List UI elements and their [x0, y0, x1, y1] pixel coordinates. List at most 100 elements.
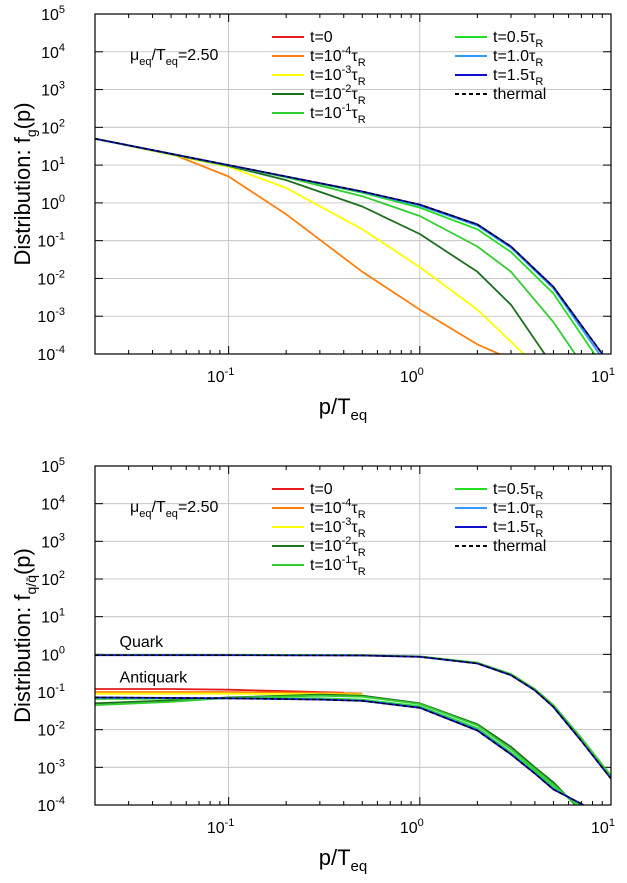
legend-tau: τ [351, 500, 358, 517]
y-tick-exp: -4 [55, 795, 65, 807]
y-tick-base: 10 [41, 534, 59, 551]
y-tick-base: 10 [37, 723, 55, 740]
mu-value: =2.50 [178, 47, 219, 64]
y-tick-exp: -2 [55, 720, 65, 732]
y-tick-exp: 2 [59, 569, 65, 581]
y-axis-label-main: Distribution: f [10, 136, 35, 265]
x-tick-base: 10 [400, 820, 418, 837]
legend-exp: -4 [342, 45, 352, 57]
legend-label-t1.5: t=1.5τR [493, 519, 543, 540]
legend-text: t=10 [310, 557, 342, 574]
legend-label-t1e-1: t=10-1τR [310, 102, 366, 126]
y-tick-exp: -4 [55, 344, 65, 356]
y-tick-label: 10-3 [37, 757, 65, 777]
legend-label-t1.5: t=1.5τR [493, 67, 543, 88]
y-tick-label: 103 [41, 80, 65, 100]
x-tick-label: 101 [591, 817, 615, 837]
legend-text: t=1.5 [493, 519, 529, 536]
axis-ticks [94, 465, 611, 806]
legend-text: t=10 [310, 105, 342, 122]
legend-tau-sub: R [358, 528, 366, 540]
legend-exp: -4 [342, 497, 352, 509]
legend-tau-sub: R [358, 114, 366, 126]
x-tick-exp: 0 [418, 817, 424, 829]
legend-tau: τ [529, 500, 536, 517]
y-tick-base: 10 [41, 120, 59, 137]
legend-tau-sub: R [358, 547, 366, 559]
y-tick-label: 104 [41, 42, 65, 62]
x-axis-label: p/Teq [319, 845, 367, 875]
legend-text: t=0.5 [493, 481, 529, 498]
y-tick-exp: 4 [59, 494, 65, 506]
x-tick-label: 10-1 [207, 366, 235, 386]
legend-label-t1e-3: t=10-3τR [310, 516, 366, 540]
legend-exp: -2 [342, 535, 352, 547]
legend-tau-sub: R [535, 509, 543, 521]
y-tick-label: 10-1 [37, 682, 65, 702]
legend-label-t0.5: t=0.5τR [493, 481, 543, 502]
legend-label-t1e-3: t=10-3τR [310, 64, 366, 88]
y-tick-base: 10 [37, 798, 55, 815]
legend-text: t=0.5 [493, 29, 529, 46]
y-tick-exp: 5 [59, 456, 65, 468]
legend-text: thermal [493, 86, 546, 103]
legend-text: t=0 [310, 481, 333, 498]
y-tick-label: 10-2 [37, 720, 65, 740]
x-tick-exp: -1 [225, 366, 235, 378]
legend-text: thermal [493, 538, 546, 555]
legend: t=0t=10-4τRt=10-3τRt=10-2τRt=10-1τRt=0.5… [272, 29, 546, 126]
y-tick-label: 101 [41, 155, 65, 175]
legend-text: t=10 [310, 519, 342, 536]
y-tick-label: 102 [41, 117, 65, 137]
series-line-t0.5 [94, 137, 596, 355]
legend-tau: τ [529, 67, 536, 84]
x-tick-base: 10 [591, 369, 609, 386]
y-tick-label: 100 [41, 193, 65, 213]
legend-label-t1e-4: t=10-4τR [310, 45, 366, 69]
mu-sub: eq [139, 56, 151, 68]
legend-tau: τ [529, 519, 536, 536]
x-tick-exp: 0 [418, 366, 424, 378]
y-tick-base: 10 [37, 347, 55, 364]
legend-tau-sub: R [358, 95, 366, 107]
y-tick-exp: -2 [55, 268, 65, 280]
y-tick-exp: 0 [59, 193, 65, 205]
x-axis-label-main: p/T [319, 394, 351, 419]
legend-exp: -1 [342, 554, 352, 566]
legend-exp: -2 [342, 83, 352, 95]
mu-value: =2.50 [178, 499, 219, 516]
series-group [94, 137, 604, 355]
legend-tau: τ [529, 481, 536, 498]
legend-tau: τ [529, 29, 536, 46]
series-line-thermal [94, 137, 603, 355]
plot-frame [94, 465, 612, 806]
legend-tau: τ [351, 86, 358, 103]
y-tick-label: 10-4 [37, 795, 65, 815]
curve-label: Quark [120, 634, 165, 651]
x-tick-label: 100 [400, 366, 424, 386]
y-tick-label: 105 [41, 4, 65, 24]
y-tick-exp: -1 [55, 682, 65, 694]
y-tick-exp: 2 [59, 117, 65, 129]
y-tick-base: 10 [41, 459, 59, 476]
y-tick-label: 105 [41, 456, 65, 476]
x-tick-label: 100 [400, 817, 424, 837]
legend-text: t=1.0 [493, 48, 529, 65]
y-tick-base: 10 [37, 309, 55, 326]
y-tick-label: 104 [41, 494, 65, 514]
legend-label-t1e-2: t=10-2τR [310, 535, 366, 559]
legend-label-t1.0: t=1.0τR [493, 48, 543, 69]
mu-sub: eq [139, 508, 151, 520]
y-axis-label: Distribution: fg(p) [10, 102, 39, 265]
legend-text: t=10 [310, 500, 342, 517]
legend-exp: -3 [342, 516, 352, 528]
series-line-t1e-3 [94, 137, 525, 355]
y-axis-label-sub: g [23, 129, 39, 137]
mu-t-sub: eq [166, 508, 178, 520]
x-tick-base: 10 [591, 820, 609, 837]
x-axis-label-main: p/T [319, 845, 351, 870]
y-tick-base: 10 [41, 647, 59, 664]
